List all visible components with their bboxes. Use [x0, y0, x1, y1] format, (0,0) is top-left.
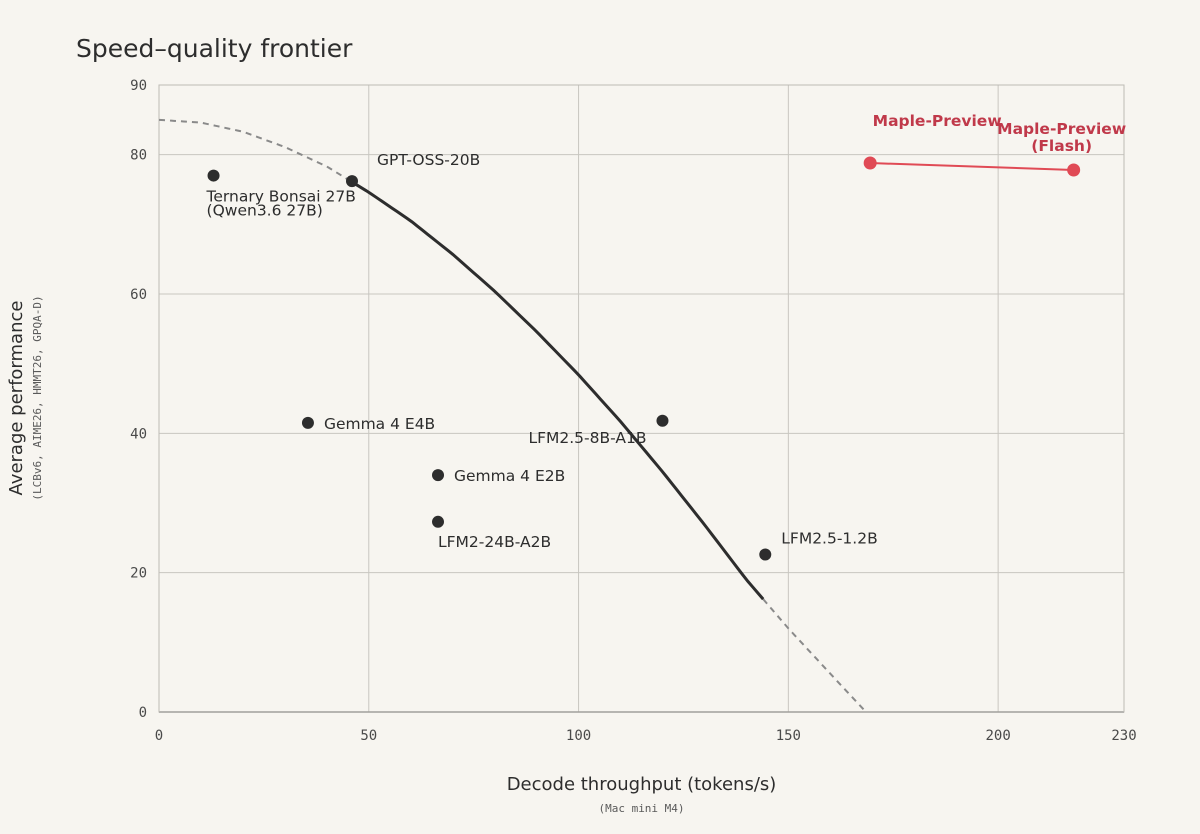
point-label: GPT-OSS-20B	[377, 151, 480, 169]
point-label: LFM2.5-8B-A1B	[528, 429, 646, 447]
point-label: LFM2.5-1.2B	[781, 530, 877, 548]
y-tick-label: 40	[130, 426, 147, 442]
y-tick-label: 0	[139, 705, 147, 721]
chart-title: Speed–quality frontier	[76, 34, 353, 63]
y-tick-label: 60	[130, 287, 147, 303]
frontier-dashed-right	[762, 598, 867, 713]
highlight-connector	[870, 162, 1074, 171]
data-points: Ternary Bonsai 27B(Qwen3.6 27B) GPT-OSS-2…	[206, 112, 1126, 561]
data-point	[759, 548, 772, 561]
y-axis-label: Average performance	[6, 301, 27, 496]
highlight-point	[1067, 163, 1081, 177]
y-tick-label: 80	[130, 148, 147, 164]
x-tick-label: 50	[360, 728, 377, 744]
point-label: Ternary Bonsai 27B	[206, 188, 356, 206]
highlight-point	[863, 156, 877, 170]
point-label: Gemma 4 E2B	[454, 467, 565, 485]
point-label: (Qwen3.6 27B)	[207, 202, 323, 220]
y-tick-label: 20	[130, 566, 147, 582]
data-point	[346, 175, 358, 188]
grid	[159, 85, 1124, 713]
frontier-dashed-left	[158, 118, 357, 186]
x-tick-label: 150	[776, 728, 801, 744]
x-tick-label: 0	[155, 728, 163, 744]
highlight-label: Maple-Preview	[873, 112, 1002, 130]
axis-ticks: 0 50 100 150 200 230 0 20 40 60 80 90	[130, 78, 1137, 744]
data-point	[656, 414, 669, 427]
data-point	[207, 169, 220, 182]
point-label: Gemma 4 E4B	[324, 415, 435, 433]
highlight-label: Maple-Preview	[997, 120, 1126, 138]
point-label: LFM2-24B-A2B	[438, 533, 551, 551]
x-tick-label: 200	[985, 728, 1010, 744]
frontier-solid	[355, 183, 765, 601]
plot-frame	[158, 84, 1125, 713]
data-point	[432, 469, 445, 482]
x-axis-sublabel: (Mac mini M4)	[598, 802, 684, 815]
x-axis-label: Decode throughput (tokens/s)	[507, 774, 777, 795]
x-tick-label: 230	[1111, 728, 1136, 744]
y-tick-label: 90	[130, 78, 147, 94]
data-point	[432, 515, 445, 528]
highlight-label: (Flash)	[1031, 137, 1092, 155]
y-axis-sublabel: (LCBv6, AIME26, HMMT26, GPQA-D)	[31, 295, 44, 500]
data-point	[301, 416, 314, 429]
frontier-curve	[158, 118, 867, 713]
x-tick-label: 100	[566, 728, 591, 744]
